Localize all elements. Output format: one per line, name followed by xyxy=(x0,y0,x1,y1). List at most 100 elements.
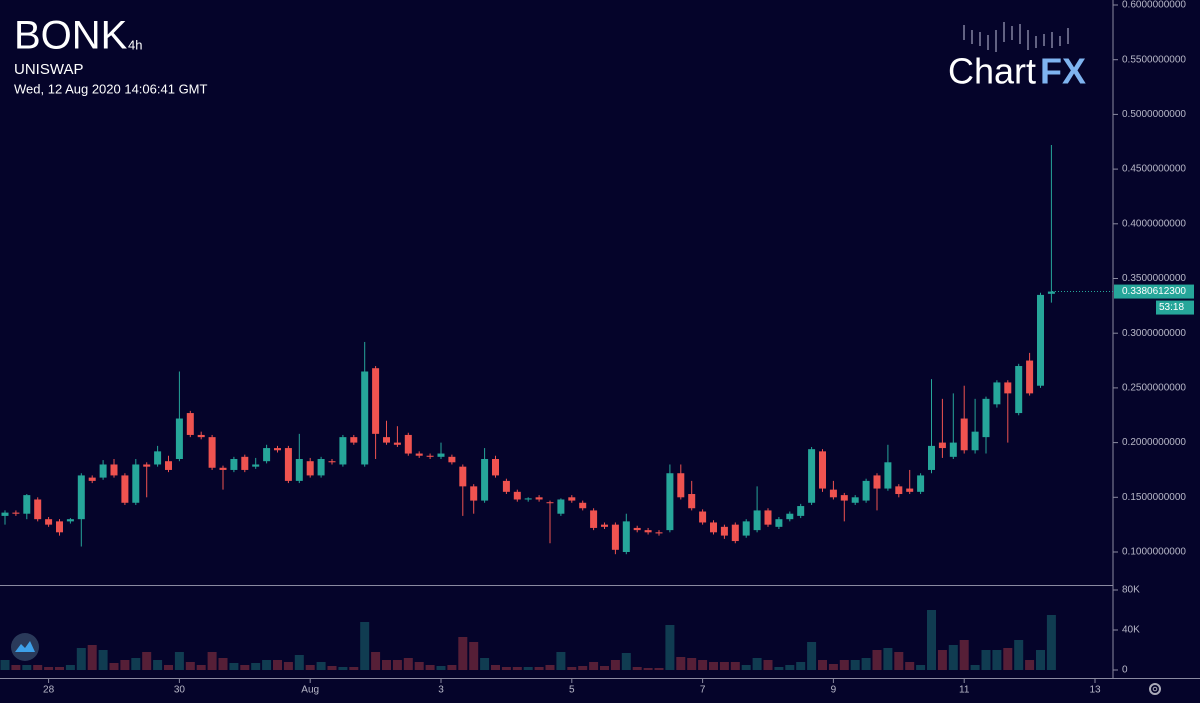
volume-bar xyxy=(349,667,359,670)
candle-body xyxy=(295,459,303,481)
volume-bar xyxy=(1014,640,1024,670)
volume-bar xyxy=(153,660,163,670)
volume-bar xyxy=(698,660,708,670)
candle-body xyxy=(829,489,837,498)
menu-button[interactable] xyxy=(11,633,39,661)
candle-body xyxy=(808,449,816,503)
volume-bar xyxy=(676,657,686,670)
candle-body xyxy=(862,480,870,501)
volume-bar xyxy=(371,652,381,670)
candle-body xyxy=(383,437,390,443)
x-tick-label: 3 xyxy=(438,685,444,696)
volume-bar xyxy=(1036,650,1045,670)
candle-body xyxy=(372,368,380,434)
candle-body xyxy=(339,437,347,465)
volume-bar xyxy=(185,662,195,670)
volume-bar xyxy=(610,660,620,670)
candle-body xyxy=(175,418,183,460)
candle-body xyxy=(524,498,532,500)
volume-bar xyxy=(262,660,272,670)
volume-bar xyxy=(273,660,282,670)
volume-tick-label: 40K xyxy=(1122,625,1140,636)
volume-bar xyxy=(752,658,762,670)
volume-bar xyxy=(403,658,413,670)
volume-bar xyxy=(142,652,152,670)
candle-body xyxy=(928,445,935,470)
volume-bar xyxy=(491,665,500,670)
volume-bar xyxy=(545,665,555,670)
candle-body xyxy=(993,382,1001,405)
candle-body xyxy=(786,513,794,520)
candle-body xyxy=(437,453,445,457)
volume-bar xyxy=(55,667,64,670)
volume-bar xyxy=(970,665,980,670)
y-tick-label: 0.3000000000 xyxy=(1122,328,1186,339)
volume-bar xyxy=(164,665,173,670)
candle-body xyxy=(12,512,20,514)
volume-bar xyxy=(687,658,697,670)
volume-bar xyxy=(1025,660,1035,670)
candle-body xyxy=(960,418,968,451)
candle-body xyxy=(328,461,336,463)
candle-body xyxy=(884,462,892,489)
candle-body xyxy=(873,475,881,489)
timestamp: Wed, 12 Aug 2020 14:06:41 GMT xyxy=(14,81,208,96)
countdown-tag xyxy=(1156,300,1194,315)
candle-body xyxy=(917,475,925,492)
x-tick-label: 28 xyxy=(43,685,55,696)
volume-bar xyxy=(872,650,882,670)
candle-body xyxy=(644,530,652,533)
last-price-tag xyxy=(1114,284,1194,299)
interval: 4h xyxy=(128,37,142,52)
candle-body xyxy=(895,486,903,495)
volume-bar xyxy=(600,666,609,670)
volume-bar xyxy=(501,667,511,670)
x-tick-label: 9 xyxy=(831,685,837,696)
logo-text: Chart xyxy=(948,51,1036,92)
volume-tick-label: 0 xyxy=(1122,665,1128,676)
candle-body xyxy=(513,491,521,500)
candle-body xyxy=(1015,366,1023,414)
volume-bar xyxy=(33,665,43,670)
candle-body xyxy=(66,519,74,522)
volume-bar xyxy=(1046,615,1056,670)
volume-bar xyxy=(87,645,97,670)
volume-bar xyxy=(654,668,664,670)
settings-button[interactable] xyxy=(1149,683,1161,695)
y-tick-label: 0.6000000000 xyxy=(1122,0,1186,11)
y-tick-label: 0.4000000000 xyxy=(1122,218,1186,229)
candle-body xyxy=(121,475,129,503)
candle-body xyxy=(56,521,63,533)
volume-bar xyxy=(294,655,304,670)
candle-body xyxy=(132,464,140,503)
volume-bar xyxy=(643,668,653,670)
candle-body xyxy=(971,431,979,451)
candle-body xyxy=(720,526,728,536)
volume-bar xyxy=(283,662,293,670)
volume-bar xyxy=(719,662,729,670)
volume-bar xyxy=(480,658,490,670)
candle-body xyxy=(45,519,53,525)
candle-body xyxy=(481,459,489,501)
candle-body xyxy=(448,456,456,463)
candle-body xyxy=(219,467,227,470)
volume-bar xyxy=(414,662,424,670)
candle-body xyxy=(208,437,216,468)
candle-body xyxy=(241,456,249,470)
volume-bar xyxy=(131,658,141,670)
candle-body xyxy=(459,466,467,487)
volume-bar xyxy=(828,664,838,670)
candle-body xyxy=(350,437,358,443)
volume-bar xyxy=(360,622,370,670)
volume-bar xyxy=(992,650,1002,670)
volume-bar xyxy=(305,665,315,670)
volume-bar xyxy=(512,667,522,670)
volume-bar xyxy=(11,665,21,670)
candle-body xyxy=(764,510,772,525)
candle-body xyxy=(492,459,499,476)
candle-body xyxy=(590,510,598,528)
volume-bar xyxy=(785,665,795,670)
candle-body xyxy=(99,464,107,478)
countdown: 53:18 xyxy=(1159,302,1184,313)
candle-body xyxy=(699,511,707,523)
